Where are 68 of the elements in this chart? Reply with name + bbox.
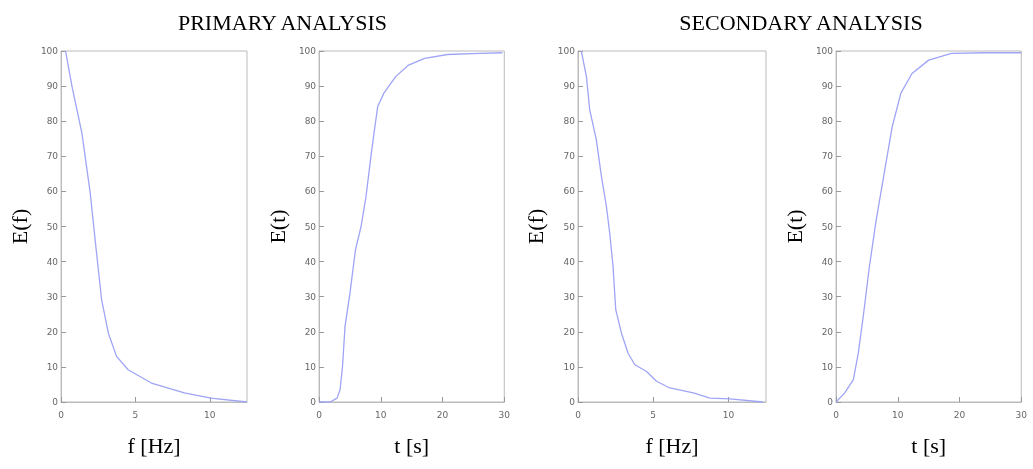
y-tick-label: 10 (821, 361, 834, 372)
y-tick-label: 70 (304, 151, 317, 162)
x-tick-label: 20 (436, 409, 449, 420)
chart-title: SECONDARY ANALYSIS (678, 10, 924, 36)
chart-title: PRIMARY ANALYSIS (176, 10, 389, 36)
x-axis-title: f [Hz] (127, 432, 181, 458)
y-tick-label: 50 (821, 221, 834, 232)
line-series (835, 52, 1022, 403)
y-tick-label: 60 (304, 186, 317, 197)
x-tick-label: 20 (953, 409, 966, 420)
y-tick-label: 0 (827, 397, 834, 407)
line-series (580, 50, 764, 403)
y-tick-label: 0 (310, 397, 317, 407)
y-tick-label: 60 (563, 186, 576, 197)
y-tick-label: 70 (821, 151, 834, 162)
y-tick-label: 40 (304, 256, 317, 267)
y-tick-label: 10 (46, 361, 59, 372)
x-axis-title: t [s] (394, 432, 430, 458)
y-tick-label: 40 (46, 256, 59, 267)
line-series (64, 50, 248, 403)
x-tick-label: 30 (498, 409, 511, 420)
y-tick-label: 70 (46, 151, 59, 162)
y-tick-label: 100 (815, 46, 834, 56)
y-tick-label: 20 (821, 326, 834, 337)
y-tick-label: 30 (821, 291, 834, 302)
x-tick-label: 10 (892, 409, 904, 420)
y-tick-label: 0 (52, 397, 59, 407)
y-tick-label: 40 (821, 256, 834, 267)
y-axis-title: E(t) (781, 209, 807, 244)
y-tick-label: 50 (46, 221, 59, 232)
y-tick-label: 80 (563, 116, 576, 127)
y-tick-label: 20 (304, 326, 317, 337)
y-tick-label: 100 (557, 46, 576, 56)
y-tick-label: 90 (821, 81, 834, 92)
y-tick-label: 90 (304, 81, 317, 92)
x-axis-title: f [Hz] (645, 432, 699, 458)
y-tick-label: 30 (563, 291, 576, 302)
y-tick-label: 10 (563, 361, 576, 372)
y-tick-label: 100 (40, 46, 59, 56)
x-tick-label: 10 (204, 409, 216, 420)
y-tick-label: 80 (46, 116, 59, 127)
x-tick-label: 10 (722, 409, 735, 420)
y-tick-label: 20 (563, 326, 576, 337)
y-tick-label: 10 (304, 361, 317, 372)
y-axis-title: E(f) (523, 208, 549, 245)
y-tick-label: 30 (46, 291, 59, 302)
y-tick-label: 50 (304, 221, 317, 232)
x-tick-label: 10 (375, 409, 387, 420)
x-tick-label: 5 (132, 409, 139, 420)
y-axis-title: E(f) (6, 208, 32, 245)
y-tick-label: 70 (563, 151, 576, 162)
y-tick-label: 100 (298, 46, 317, 56)
y-tick-label: 90 (46, 81, 59, 92)
y-tick-label: 50 (563, 221, 576, 232)
x-axis-title: t [s] (911, 432, 947, 458)
y-tick-label: 90 (563, 81, 576, 92)
x-tick-label: 5 (650, 409, 657, 420)
y-axis-title: E(t) (264, 209, 290, 244)
y-tick-label: 80 (304, 116, 317, 127)
y-tick-label: 30 (304, 291, 317, 302)
y-tick-label: 20 (46, 326, 59, 337)
y-tick-label: 40 (563, 256, 576, 267)
y-tick-label: 60 (821, 186, 834, 197)
y-tick-label: 80 (821, 116, 834, 127)
x-tick-label: 30 (1015, 409, 1028, 420)
y-tick-label: 60 (46, 186, 59, 197)
y-tick-label: 0 (569, 397, 576, 407)
line-series (318, 52, 504, 403)
